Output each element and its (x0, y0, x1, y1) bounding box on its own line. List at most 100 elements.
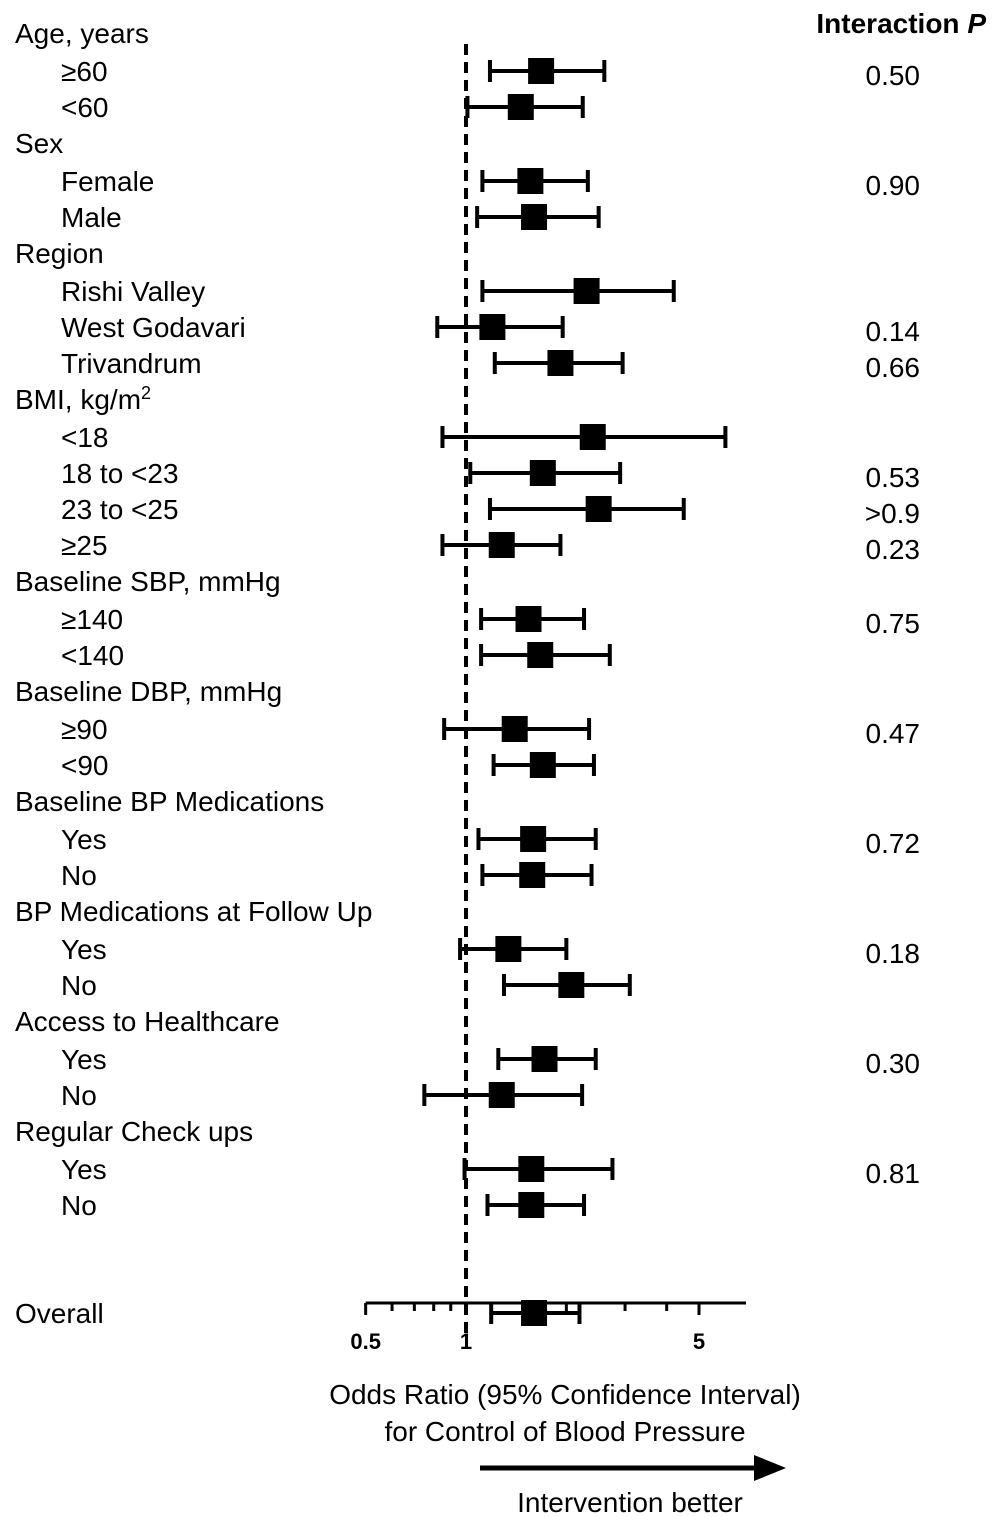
subgroup-row: West Godavari 0.14 (61, 312, 920, 347)
point-estimate (495, 936, 522, 962)
row-label: Female (61, 166, 154, 197)
point-estimate (519, 862, 546, 888)
interaction-header-symbol: P (967, 8, 986, 39)
subgroup-row: Yes 0.30 (61, 1044, 920, 1079)
point-estimate (520, 826, 547, 852)
subgroup-header: BMI, kg/m2 (15, 383, 151, 415)
subgroup-row: <18 (61, 422, 728, 453)
subgroup-row: 18 to <23 0.53 (61, 458, 920, 493)
subgroup-header: Regular Check ups (15, 1116, 253, 1147)
point-estimate (517, 168, 544, 194)
row-label: No (61, 1080, 97, 1111)
subgroup-row: ≥90 0.47 (61, 714, 920, 749)
row-label: 23 to <25 (61, 494, 179, 525)
interaction-p-value: 0.30 (866, 1048, 921, 1079)
row-label: 18 to <23 (61, 458, 179, 489)
point-estimate (488, 532, 515, 558)
subgroup-row: Trivandrum 0.66 (61, 348, 920, 383)
interaction-p-value: 0.66 (866, 352, 921, 383)
superscript: 2 (141, 383, 151, 403)
point-estimate (529, 460, 556, 486)
interaction-p-value: 0.47 (866, 718, 921, 749)
subgroup-header: BP Medications at Follow Up (15, 896, 372, 927)
point-estimate (529, 752, 556, 778)
subgroup-row: Male (61, 202, 601, 233)
row-label: Overall (15, 1298, 104, 1329)
row-label: Trivandrum (61, 348, 202, 379)
x-axis: 0.5 1 5 (350, 1301, 746, 1354)
point-estimate (579, 424, 606, 450)
row-label: ≥60 (61, 56, 108, 87)
subgroup-row: <60 (61, 92, 585, 123)
interaction-p-value: 0.75 (866, 608, 921, 639)
row-label: Male (61, 202, 122, 233)
point-estimate (585, 496, 612, 522)
subgroup-row: No (61, 1080, 585, 1111)
interaction-p-value: >0.9 (865, 498, 920, 529)
subgroup-header: Access to Healthcare (15, 1006, 280, 1037)
group-label: BMI, kg/m2 (15, 383, 151, 415)
group-label: BP Medications at Follow Up (15, 896, 372, 927)
point-estimate (531, 1046, 558, 1072)
row-label: Yes (61, 1154, 107, 1185)
interaction-p-value: 0.23 (866, 534, 921, 565)
subgroup-row: <140 (61, 640, 612, 671)
interaction-p-value: 0.50 (866, 60, 921, 91)
subgroup-header: Region (15, 238, 104, 269)
forest-rows: Age, years ≥60 0.50 <60 Sex Female 0.90 Male Reg… (15, 18, 920, 1329)
subgroup-row: ≥140 0.75 (61, 604, 920, 639)
subgroup-row: <90 (61, 750, 596, 781)
interaction-header-label: Interaction (816, 8, 967, 39)
interaction-p-value: 0.53 (866, 462, 921, 493)
row-label: ≥25 (61, 530, 108, 561)
x-axis-title-line2: for Control of Blood Pressure (384, 1416, 745, 1447)
subgroup-row: Yes 0.81 (61, 1154, 920, 1189)
subgroup-row: 23 to <25 >0.9 (61, 494, 920, 529)
interaction-p-value: 0.18 (866, 938, 921, 969)
subgroup-row: Yes 0.18 (61, 934, 920, 969)
subgroup-row: Rishi Valley (61, 276, 676, 307)
overall-row: Overall (15, 1298, 582, 1329)
direction-label: Intervention better (517, 1487, 743, 1517)
point-estimate (573, 278, 600, 304)
subgroup-row: No (61, 1190, 587, 1221)
subgroup-header: Age, years (15, 18, 149, 49)
row-label: No (61, 860, 97, 891)
subgroup-row: Yes 0.72 (61, 824, 920, 859)
interaction-p-value: 0.90 (866, 170, 921, 201)
group-label: Sex (15, 128, 63, 159)
point-estimate (558, 972, 585, 998)
group-label: Baseline DBP, mmHg (15, 676, 282, 707)
point-estimate (488, 1082, 515, 1108)
subgroup-row: No (61, 860, 594, 891)
group-label: Access to Healthcare (15, 1006, 280, 1037)
group-label: Baseline SBP, mmHg (15, 566, 281, 597)
group-label: Baseline BP Medications (15, 786, 324, 817)
point-estimate (501, 716, 528, 742)
interaction-p-value: 0.14 (866, 316, 921, 347)
direction-arrow-head (754, 1455, 786, 1481)
group-label: Regular Check ups (15, 1116, 253, 1147)
row-label: <18 (61, 422, 109, 453)
row-label: Rishi Valley (61, 276, 205, 307)
point-estimate (521, 204, 548, 230)
row-label: Yes (61, 824, 107, 855)
group-label: Region (15, 238, 104, 269)
x-axis-title-line1: Odds Ratio (95% Confidence Interval) (329, 1379, 801, 1410)
subgroup-row: ≥25 0.23 (61, 530, 920, 565)
subgroup-row: No (61, 970, 632, 1001)
interaction-p-value: 0.81 (866, 1158, 921, 1189)
row-label: Yes (61, 934, 107, 965)
point-estimate (515, 606, 542, 632)
subgroup-row: ≥60 0.50 (61, 56, 920, 91)
row-label: West Godavari (61, 312, 246, 343)
row-label: Yes (61, 1044, 107, 1075)
row-label: <60 (61, 92, 109, 123)
row-label: ≥140 (61, 604, 123, 635)
subgroup-header: Baseline DBP, mmHg (15, 676, 282, 707)
row-label: <90 (61, 750, 109, 781)
point-estimate (527, 642, 554, 668)
row-label: <140 (61, 640, 124, 671)
subgroup-header: Sex (15, 128, 63, 159)
